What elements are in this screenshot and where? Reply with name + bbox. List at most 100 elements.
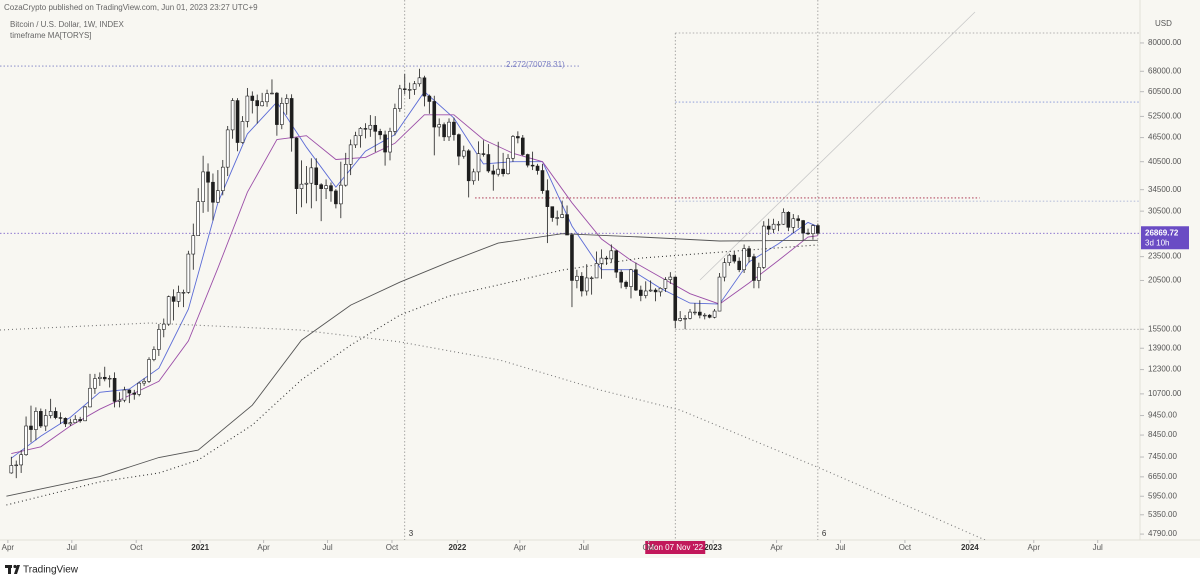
- candle-body: [511, 136, 515, 159]
- x-tick-label: Jul: [579, 543, 589, 552]
- candle-body: [201, 171, 205, 202]
- candle-body: [461, 150, 466, 157]
- candle-body: [639, 289, 643, 296]
- candle-body: [34, 411, 38, 430]
- candle-body: [334, 190, 338, 205]
- candle-body: [506, 157, 510, 175]
- candle-body: [171, 296, 176, 302]
- candle-body: [550, 206, 555, 218]
- candle-body: [132, 392, 137, 395]
- candle-body: [771, 223, 776, 230]
- candle-body: [43, 415, 48, 427]
- candle-body: [324, 185, 328, 189]
- candle-body: [530, 164, 535, 167]
- candle-body: [117, 399, 122, 402]
- candle-body: [516, 136, 520, 139]
- candle-body: [466, 150, 471, 182]
- candle-body: [304, 182, 309, 185]
- candle-body: [540, 170, 545, 191]
- candle-body: [78, 419, 82, 422]
- candle-body: [284, 98, 289, 104]
- candle-body: [24, 425, 28, 456]
- candle-body: [402, 88, 407, 90]
- candle-body: [88, 387, 92, 408]
- candle-body: [457, 134, 461, 157]
- candle-body: [432, 101, 437, 128]
- candle-body: [230, 100, 235, 131]
- y-axis-label: USD: [1155, 19, 1172, 28]
- candle-body: [39, 411, 43, 427]
- candle-body: [363, 128, 368, 130]
- candle-body: [220, 166, 225, 191]
- x-tick-label: 2021: [191, 543, 209, 552]
- candle-body: [329, 185, 333, 192]
- x-tick-label: Jul: [67, 543, 77, 552]
- candle-body: [63, 418, 68, 425]
- candle-body: [781, 212, 786, 225]
- candle-body: [368, 124, 373, 130]
- y-tick-label: 80000.00: [1148, 38, 1182, 47]
- candle-body: [766, 225, 771, 230]
- candle-body: [594, 263, 599, 279]
- candle-body: [491, 170, 496, 175]
- candle-body: [643, 290, 648, 296]
- x-tick-label: Jul: [835, 543, 845, 552]
- candle-body: [422, 77, 427, 97]
- candle-body: [673, 276, 678, 321]
- x-tick-label: Apr: [257, 543, 270, 552]
- candle-body: [786, 212, 791, 228]
- candle-body: [186, 253, 191, 293]
- candle-body: [471, 171, 476, 182]
- y-tick-label: 15500.00: [1148, 324, 1182, 333]
- candle-body: [19, 454, 23, 466]
- candle-body: [624, 281, 628, 287]
- candle-body: [816, 225, 820, 234]
- x-tick-label: 2024: [961, 543, 979, 552]
- candle-body: [260, 101, 264, 107]
- brand-logo: [5, 564, 20, 574]
- candle-body: [299, 183, 304, 189]
- candle-body: [211, 181, 215, 203]
- y-tick-label: 23500.00: [1148, 252, 1182, 261]
- x-tick-label: Oct: [386, 543, 399, 552]
- candle-body: [275, 92, 279, 125]
- x-tick-label: Jul: [322, 543, 332, 552]
- candle-body: [14, 464, 19, 467]
- candle-body: [707, 314, 712, 318]
- x-tick-label: Apr: [514, 543, 527, 552]
- candle-body: [565, 214, 569, 236]
- candle-body: [98, 376, 102, 379]
- x-tick-label: 2023: [704, 543, 722, 552]
- candle-body: [752, 256, 756, 281]
- y-tick-label: 4790.00: [1148, 529, 1177, 538]
- candle-body: [811, 225, 815, 235]
- candle-body: [255, 100, 260, 107]
- candle-body: [388, 131, 392, 153]
- y-tick-label: 60500.00: [1148, 87, 1182, 96]
- candle-body: [580, 275, 584, 292]
- candle-body: [280, 103, 284, 125]
- candle-body: [604, 257, 609, 260]
- candle-body: [614, 250, 619, 273]
- x-tick-label: Apr: [1028, 543, 1041, 552]
- candle-body: [447, 121, 451, 138]
- candle-body: [668, 276, 673, 280]
- candle-body: [801, 220, 805, 234]
- candle-body: [265, 93, 269, 103]
- candle-body: [289, 98, 294, 139]
- y-tick-label: 68000.00: [1148, 66, 1182, 75]
- candle-body: [648, 289, 653, 292]
- candle-body: [309, 167, 314, 184]
- candle-body: [452, 121, 456, 135]
- y-tick-label: 46500.00: [1148, 133, 1182, 142]
- candle-body: [412, 83, 417, 90]
- candle-body: [634, 269, 638, 291]
- candle-body: [176, 292, 181, 302]
- candle-body: [727, 254, 732, 263]
- candle-body: [191, 235, 196, 255]
- candle-body: [584, 277, 589, 292]
- y-tick-label: 5950.00: [1148, 491, 1177, 500]
- candle-body: [102, 376, 107, 380]
- candle-body: [589, 277, 594, 280]
